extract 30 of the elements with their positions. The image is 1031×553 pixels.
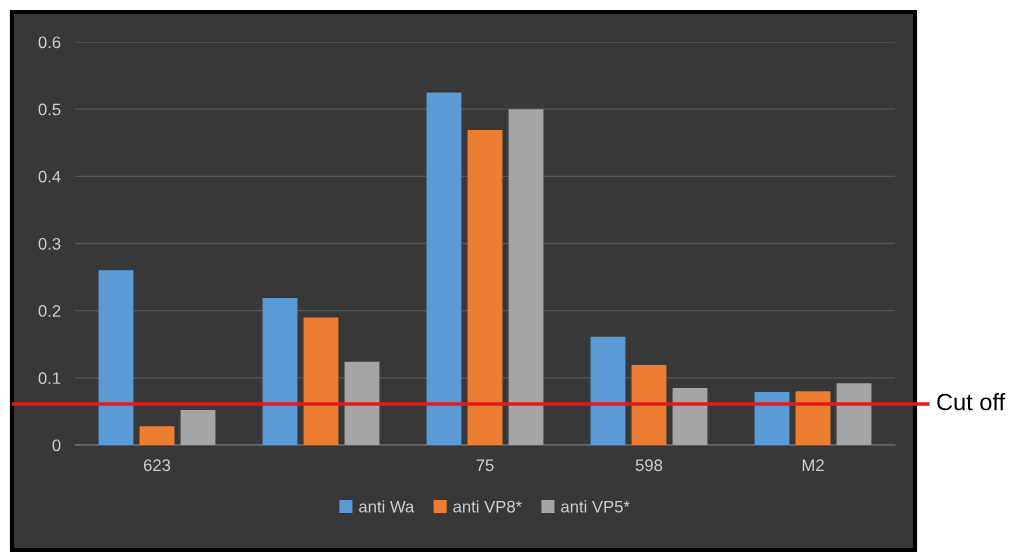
bar — [139, 426, 175, 445]
bar — [672, 387, 708, 445]
y-tick-label: 0 — [52, 439, 61, 452]
x-tick-label: 75 — [476, 459, 494, 472]
bar — [836, 383, 872, 445]
bar — [426, 92, 462, 445]
bar — [180, 410, 216, 445]
legend-label: anti Wa — [359, 500, 415, 513]
y-tick-label: 0.5 — [38, 103, 61, 116]
legend-label: anti VP5* — [561, 500, 630, 513]
bar — [467, 129, 503, 445]
legend-label: anti VP8* — [453, 500, 522, 513]
y-tick-label: 0.4 — [38, 170, 61, 183]
y-tick-label: 0.1 — [38, 372, 61, 385]
bar — [344, 361, 380, 445]
ref-line-label: Cut off — [937, 393, 1006, 411]
y-tick-label: 0.6 — [38, 36, 61, 49]
bar — [754, 391, 790, 445]
bar — [262, 297, 298, 445]
bar — [795, 391, 831, 445]
bar — [303, 317, 339, 445]
bar — [590, 336, 626, 445]
bar — [631, 365, 667, 445]
y-tick-label: 0.3 — [38, 237, 61, 250]
bar — [508, 109, 544, 445]
y-tick-label: 0.2 — [38, 305, 61, 317]
x-tick-label: 623 — [143, 459, 171, 472]
x-tick-label: M2 — [802, 459, 824, 471]
bar — [98, 270, 134, 445]
x-tick-label: 598 — [635, 459, 663, 472]
